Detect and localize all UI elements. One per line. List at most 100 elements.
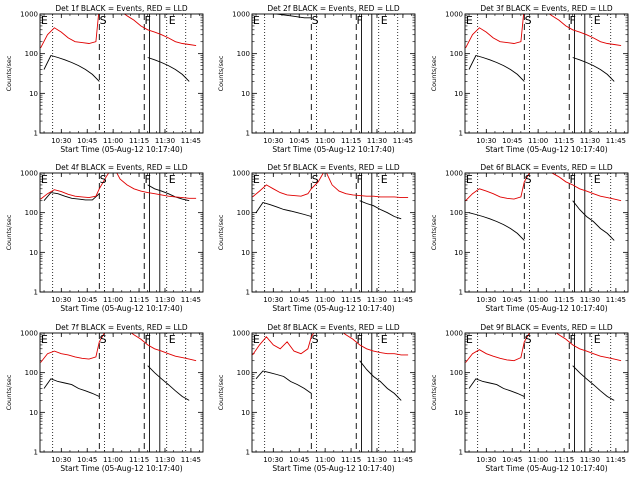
x-tick-label: 11:45: [181, 296, 201, 304]
y-tick-label: 1000: [20, 11, 38, 19]
panel-title: Det 9f BLACK = Events, RED = LLD: [480, 323, 613, 332]
x-tick-label: 10:30: [476, 456, 496, 464]
y-tick-label: 10: [241, 249, 250, 257]
marker-label-e: E: [253, 14, 260, 27]
series-line-events: [256, 14, 312, 19]
series-line-events: [147, 57, 190, 82]
x-tick-label: 11:00: [528, 456, 548, 464]
x-axis-label: Start Time (05-Aug-12 10:17:40): [272, 464, 394, 473]
y-tick-label: 100: [237, 369, 250, 377]
x-tick-label: 11:15: [129, 137, 149, 145]
x-tick-label: 10:45: [289, 137, 309, 145]
marker-label-s: S: [525, 173, 532, 186]
y-axis-label: Counts/sec: [217, 374, 225, 410]
y-tick-label: 1: [246, 130, 250, 138]
series-line-lld: [252, 333, 409, 356]
series-line-events: [43, 378, 100, 397]
x-tick-label: 11:00: [528, 296, 548, 304]
x-tick-label: 10:30: [51, 137, 71, 145]
marker-label-e: E: [253, 173, 260, 186]
y-tick-label: 100: [25, 50, 38, 58]
y-tick-label: 1: [34, 289, 38, 297]
x-tick-label: 11:15: [341, 137, 361, 145]
y-tick-label: 100: [450, 369, 463, 377]
panel-det-8: Det 8f BLACK = Events, RED = LLD Counts/s…: [217, 323, 416, 473]
x-tick-label: 11:45: [606, 456, 626, 464]
x-tick-label: 11:00: [103, 456, 123, 464]
x-tick-label: 11:15: [341, 296, 361, 304]
x-tick-label: 11:30: [367, 456, 387, 464]
series-group: [40, 333, 197, 401]
x-tick-label: 11:15: [554, 296, 574, 304]
marker-label-f: F: [357, 14, 363, 27]
x-tick-label: 11:30: [155, 456, 175, 464]
plot-frame: [251, 332, 416, 453]
series-line-lld: [465, 333, 622, 363]
y-tick-label: 10: [29, 409, 38, 417]
x-tick-label: 10:45: [77, 296, 97, 304]
x-tick-label: 10:30: [476, 137, 496, 145]
x-tick-label: 11:15: [129, 296, 149, 304]
marker-label-f: F: [145, 14, 151, 27]
x-tick-label: 10:45: [502, 296, 522, 304]
y-tick-label: 1000: [232, 330, 250, 338]
y-tick-label: 100: [25, 209, 38, 217]
marker-label-e: E: [594, 14, 601, 27]
y-axis-label: Counts/sec: [430, 374, 438, 410]
x-tick-label: 11:15: [341, 456, 361, 464]
x-tick-label: 11:30: [367, 137, 387, 145]
x-tick-label: 11:30: [367, 296, 387, 304]
y-tick-label: 100: [450, 209, 463, 217]
x-tick-label: 10:45: [77, 137, 97, 145]
marker-label-e: E: [466, 14, 473, 27]
x-tick-label: 10:30: [263, 137, 283, 145]
x-axis-label: Start Time (05-Aug-12 10:17:40): [60, 464, 182, 473]
marker-label-f: F: [357, 173, 363, 186]
x-tick-label: 11:00: [315, 137, 335, 145]
x-axis-label: Start Time (05-Aug-12 10:17:40): [485, 304, 607, 313]
x-axis-label: Start Time (05-Aug-12 10:17:40): [485, 145, 607, 154]
y-tick-label: 1000: [232, 170, 250, 178]
x-tick-label: 10:30: [263, 296, 283, 304]
x-tick-label: 11:30: [155, 137, 175, 145]
x-tick-label: 10:45: [77, 456, 97, 464]
x-tick-label: 11:30: [580, 456, 600, 464]
series-line-events: [43, 192, 100, 201]
y-tick-label: 1: [34, 130, 38, 138]
series-line-events: [359, 200, 402, 220]
marker-label-e: E: [381, 173, 388, 186]
x-tick-label: 11:45: [393, 296, 413, 304]
y-tick-label: 1: [246, 449, 250, 457]
panel-det-9: Det 9f BLACK = Events, RED = LLD Counts/s…: [430, 323, 629, 473]
x-tick-label: 10:30: [263, 456, 283, 464]
y-axis-label: Counts/sec: [5, 214, 13, 250]
marker-label-e: E: [381, 333, 388, 346]
y-tick-label: 1: [459, 130, 463, 138]
x-axis-label: Start Time (05-Aug-12 10:17:40): [272, 304, 394, 313]
y-tick-label: 10: [454, 409, 463, 417]
marker-label-s: S: [100, 14, 107, 27]
y-tick-label: 1000: [445, 11, 463, 19]
y-axis-label: Counts/sec: [430, 55, 438, 91]
x-tick-label: 11:00: [315, 456, 335, 464]
x-tick-label: 10:30: [51, 296, 71, 304]
plot-frame: [39, 332, 204, 453]
marker-label-s: S: [100, 333, 107, 346]
plot-frame: [464, 332, 629, 453]
series-line-lld: [40, 333, 197, 363]
series-group: [252, 173, 409, 220]
x-tick-label: 11:45: [181, 456, 201, 464]
marker-label-e: E: [594, 173, 601, 186]
y-tick-label: 10: [454, 90, 463, 98]
x-tick-label: 11:00: [528, 137, 548, 145]
marker-label-e: E: [41, 14, 48, 27]
series-group: [252, 333, 409, 401]
x-tick-label: 10:45: [289, 456, 309, 464]
panel-title: Det 6f BLACK = Events, RED = LLD: [480, 163, 613, 172]
panel-det-6: Det 6f BLACK = Events, RED = LLD Counts/s…: [430, 163, 629, 313]
y-tick-label: 1: [246, 289, 250, 297]
marker-label-f: F: [570, 173, 576, 186]
panel-title: Det 2f BLACK = Events, RED = LLD: [267, 4, 400, 13]
series-line-events: [468, 54, 525, 82]
